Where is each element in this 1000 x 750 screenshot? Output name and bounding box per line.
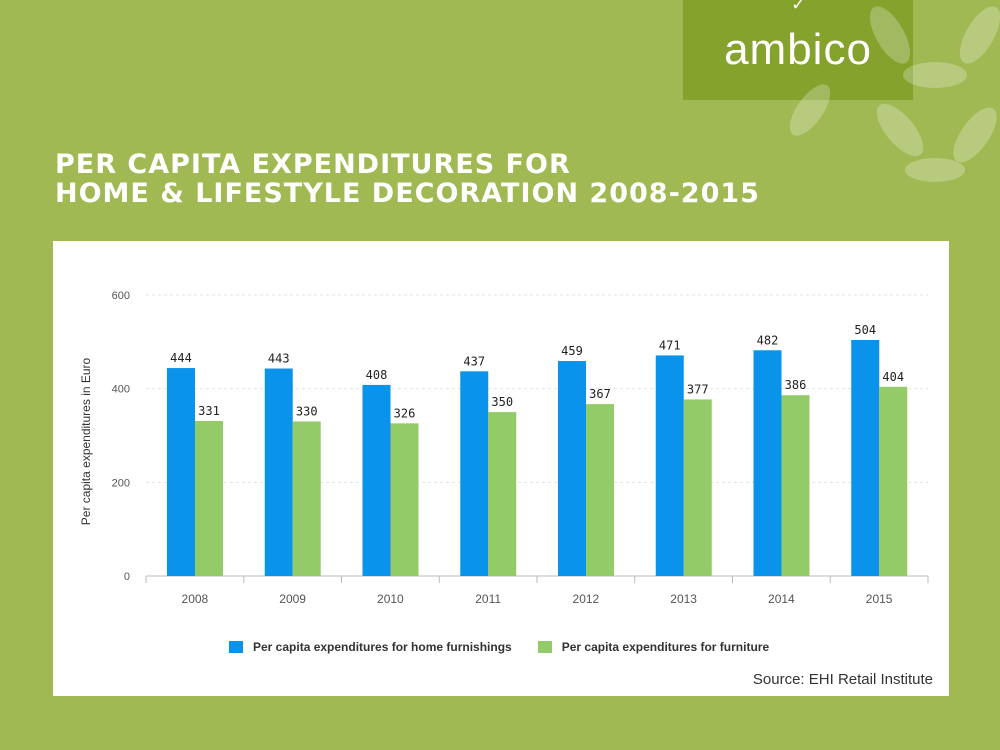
checkmark-icon: ✓ (791, 0, 807, 14)
bar-furniture[interactable] (781, 395, 810, 576)
legend-label-furniture: Per capita expenditures for furniture (561, 640, 770, 654)
data-label: 504 (854, 323, 876, 337)
leaf-decoration (789, 6, 1000, 182)
x-tick-label: 2013 (670, 592, 697, 606)
bar-home-furnishings[interactable] (167, 368, 195, 576)
x-tick-label: 2012 (573, 592, 600, 606)
chart-panel: 0 200 400 600 Per capita expenditures in Eur… (53, 241, 949, 696)
data-label: 367 (589, 387, 611, 401)
bar-home-furnishings[interactable] (851, 339, 880, 576)
x-tick-label: 2009 (279, 592, 306, 606)
brand-name: ambico (724, 25, 872, 74)
bar-home-furnishings[interactable] (362, 384, 391, 576)
data-label: 408 (366, 368, 388, 382)
bar-home-furnishings[interactable] (460, 371, 489, 576)
legend-item-home-furnishings[interactable]: Per capita expenditures for home furnish… (229, 640, 512, 654)
title-line-1: Per capita expenditures for (55, 149, 571, 180)
logo: ambico ✓ (683, 0, 913, 100)
y-tick-label: 0 (124, 571, 130, 583)
bar-furniture[interactable] (586, 404, 614, 576)
bar-home-furnishings[interactable] (753, 350, 782, 576)
data-label: 404 (882, 370, 904, 384)
y-tick-label: 600 (112, 290, 130, 302)
x-tick-label: 2015 (866, 592, 893, 606)
chart-legend: Per capita expenditures for home furnish… (229, 640, 795, 654)
x-tick-label: 2014 (768, 592, 795, 606)
x-tick-label: 2011 (475, 592, 501, 606)
data-label: 350 (491, 395, 513, 409)
legend-item-furniture[interactable]: Per capita expenditures for furniture (537, 640, 770, 654)
y-tick-label: 200 (112, 477, 130, 489)
bar-home-furnishings[interactable] (655, 355, 684, 576)
data-label: 482 (757, 333, 779, 347)
data-label: 386 (785, 378, 807, 392)
y-tick-label: 400 (112, 384, 130, 396)
page-title: Per capita expenditures for home & lifes… (55, 150, 760, 208)
data-label: 377 (687, 382, 709, 396)
bar-furniture[interactable] (488, 412, 517, 576)
legend-swatch-furniture (537, 641, 552, 653)
source-note: Source: EHI Retail Institute (752, 671, 933, 688)
data-label: 331 (198, 404, 220, 418)
y-axis-title: Per capita expenditures in Euro (79, 357, 93, 525)
title-line-2: home & lifestyle decoration 2008-2015 (55, 178, 760, 209)
data-label: 459 (561, 344, 583, 358)
bar-chart: 0 200 400 600 Per capita expenditures in Eur… (79, 290, 929, 606)
bar-furniture[interactable] (683, 399, 712, 576)
data-label: 443 (268, 352, 290, 366)
bar-furniture[interactable] (195, 420, 223, 576)
bar-furniture[interactable] (292, 421, 321, 576)
legend-label-home-furnishings: Per capita expenditures for home furnish… (253, 640, 512, 654)
bar-furniture[interactable] (390, 423, 419, 576)
x-tick-label: 2010 (377, 592, 404, 606)
bar-home-furnishings[interactable] (264, 368, 293, 576)
x-tick-label: 2008 (182, 592, 209, 606)
legend-swatch-home-furnishings (229, 641, 243, 653)
data-label: 326 (394, 406, 416, 420)
bar-home-furnishings[interactable] (558, 361, 586, 576)
data-label: 444 (170, 351, 192, 365)
bar-furniture[interactable] (879, 386, 908, 576)
data-label: 330 (296, 404, 318, 418)
data-label: 437 (463, 354, 485, 368)
data-label: 471 (659, 338, 681, 352)
